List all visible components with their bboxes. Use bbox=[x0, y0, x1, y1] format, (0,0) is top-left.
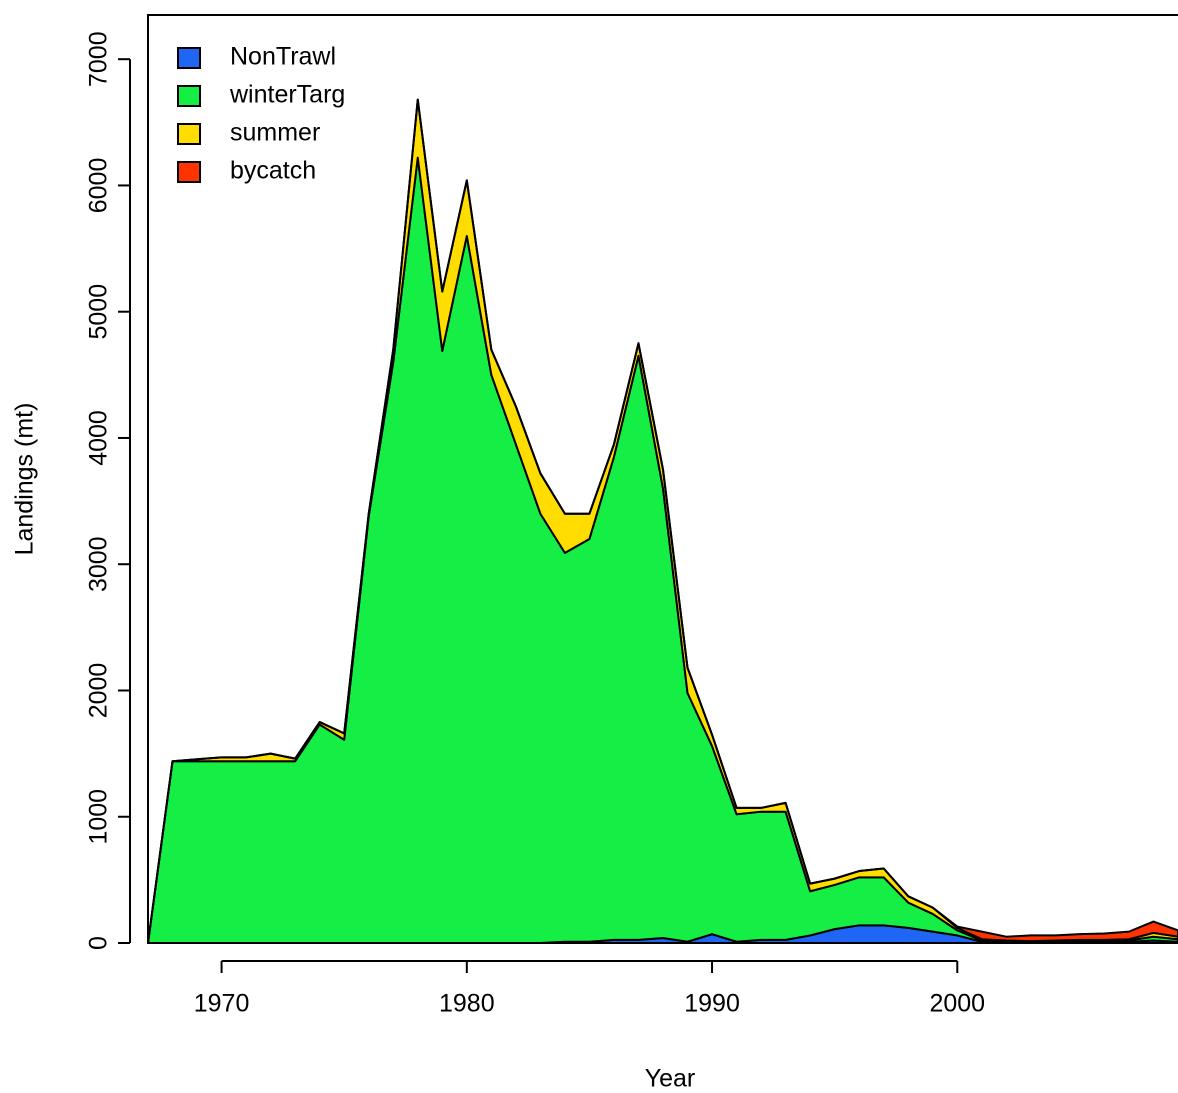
legend-label: NonTrawl bbox=[230, 43, 336, 71]
y-tick-label: 4000 bbox=[85, 410, 113, 466]
y-tick-label: 1000 bbox=[85, 789, 113, 845]
area bbox=[147, 156, 1178, 944]
legend-swatch bbox=[177, 161, 201, 183]
y-tick-label: 5000 bbox=[85, 284, 113, 340]
y-axis-label: Landings (mt) bbox=[11, 403, 39, 556]
legend-swatch bbox=[177, 85, 201, 107]
legend-label: summer bbox=[230, 119, 320, 147]
legend-label: bycatch bbox=[230, 157, 316, 185]
y-tick-label: 3000 bbox=[85, 536, 113, 592]
plot-frame bbox=[147, 14, 1178, 944]
y-tick-label: 6000 bbox=[85, 158, 113, 214]
y-tick-label: 0 bbox=[85, 936, 113, 950]
x-tick-label: 1980 bbox=[439, 990, 495, 1018]
area bbox=[147, 98, 1178, 944]
x-tick-label: 1990 bbox=[684, 990, 740, 1018]
legend-swatch bbox=[177, 47, 201, 69]
legend-label: winterTarg bbox=[229, 81, 345, 109]
legend-swatch bbox=[177, 123, 201, 145]
x-axis-label: Year bbox=[645, 1065, 696, 1093]
x-tick-label: 1970 bbox=[194, 990, 250, 1018]
y-tick-label: 2000 bbox=[85, 663, 113, 719]
x-tick-label: 2000 bbox=[929, 990, 985, 1018]
y-tick-label: 7000 bbox=[85, 31, 113, 87]
